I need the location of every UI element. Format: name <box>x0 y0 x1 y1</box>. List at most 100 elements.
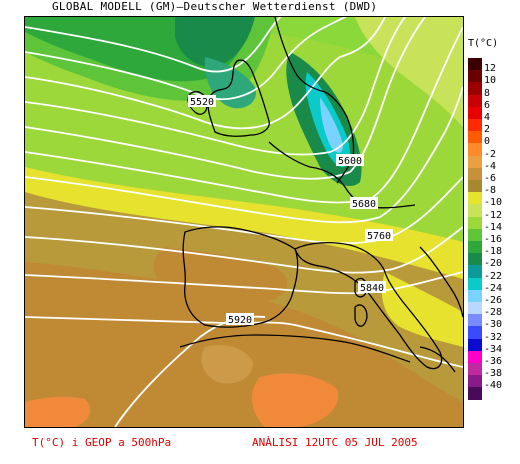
legend-swatch <box>468 314 482 327</box>
band-minus-6-morocco <box>201 345 253 384</box>
legend-tick-label: -34 <box>484 343 503 355</box>
legend-tick-label: 8 <box>484 87 491 99</box>
legend-swatch <box>468 119 482 132</box>
legend-tick-label: -32 <box>484 331 503 343</box>
legend-tick-label: -12 <box>484 209 503 221</box>
contour-label-box <box>358 281 386 293</box>
contour-line <box>25 316 463 368</box>
temperature-map: 5520 5600 5680 5760 5840 5920 <box>25 17 463 427</box>
legend-swatch <box>468 94 482 108</box>
denmark-coast <box>324 91 355 184</box>
map-frame: 5520 5600 5680 5760 5840 5920 <box>24 16 464 428</box>
legend-swatch <box>468 216 482 230</box>
legend-swatch <box>468 375 482 388</box>
contour-label-box <box>336 154 364 166</box>
contour-label-5920: 5920 <box>228 315 252 326</box>
legend-swatch <box>468 363 482 376</box>
legend-swatch <box>468 204 482 218</box>
contour-line <box>25 226 463 274</box>
france-italy-coast <box>294 242 443 370</box>
contour-line <box>25 271 463 295</box>
legend-tick-label: 6 <box>484 99 491 111</box>
legend-tick-label: -6 <box>484 173 497 184</box>
legend-tick-label: 4 <box>484 112 491 123</box>
color-legend <box>468 58 482 401</box>
warm-tongue-italy <box>381 272 463 347</box>
legend-tick-label: -16 <box>484 234 503 245</box>
legend-tick-label: -2 <box>484 148 497 160</box>
footer-analysis-time: ANÀLISI 12UTC 05 JUL 2005 <box>252 436 418 449</box>
norway-coast <box>274 17 326 93</box>
legend-swatch <box>468 302 482 315</box>
contour-labels: 5520 5600 5680 5760 5840 5920 <box>188 95 393 326</box>
legend-tick-label: -8 <box>484 185 497 197</box>
legend-swatch <box>468 387 482 401</box>
legend-swatch <box>468 143 482 157</box>
legend-swatch <box>468 58 482 71</box>
great-britain-coast <box>207 59 270 137</box>
band-minus-4-west <box>25 396 91 427</box>
band-minus-6 <box>25 262 463 427</box>
legend-swatch <box>468 131 482 144</box>
band-minus-12-north <box>25 17 463 87</box>
contour-label-5520: 5520 <box>190 97 214 108</box>
legend-swatch <box>468 192 482 205</box>
coastlines <box>179 17 463 373</box>
legend-tick-label: 2 <box>484 124 491 136</box>
legend-tick-label: -10 <box>484 197 503 209</box>
sardinia-coast <box>354 304 368 327</box>
contour-label-box <box>350 197 378 209</box>
legend-tick-label: -14 <box>484 221 503 233</box>
contour-label-5840: 5840 <box>360 283 384 294</box>
legend-swatch <box>468 338 482 352</box>
contour-label-5600: 5600 <box>338 156 362 167</box>
legend-tick-label: -30 <box>484 319 503 331</box>
legend-swatch <box>468 106 482 120</box>
legend-tick-label: -28 <box>484 307 503 319</box>
band-minus-20-west <box>175 17 255 67</box>
legend-swatch <box>468 289 482 303</box>
north-africa-coast <box>179 334 411 363</box>
legend-swatch <box>468 228 482 242</box>
contour-label-box <box>365 229 393 241</box>
band-minus-24 <box>320 97 343 153</box>
legend-swatch <box>468 70 482 83</box>
contour-label-5760: 5760 <box>367 231 391 242</box>
legend-swatch <box>468 167 482 181</box>
map-title: GLOBAL MODELL (GM)—Deutscher Wetterdiens… <box>52 0 378 13</box>
contour-line <box>25 176 463 245</box>
legend-swatch <box>468 265 482 279</box>
iberia-coast <box>182 226 299 328</box>
legend-tick-label: 12 <box>484 63 497 75</box>
contour-line <box>25 17 406 156</box>
legend-tick-label: 0 <box>484 136 491 148</box>
contour-label-box <box>188 95 216 107</box>
legend-swatch <box>468 155 482 169</box>
legend-tick-label: -4 <box>484 160 497 172</box>
legend-swatch <box>468 253 482 266</box>
legend-tick-label: -36 <box>484 356 503 367</box>
contour-label-5680: 5680 <box>352 199 376 210</box>
legend-title: T(°C) <box>468 38 499 49</box>
legend-swatch <box>468 241 482 254</box>
legend-swatch <box>468 82 482 96</box>
adriatic-coast <box>419 246 463 318</box>
north-france-coast <box>268 141 416 209</box>
band-minus-4-algeria <box>251 373 339 427</box>
band-minus-12-east <box>355 17 463 127</box>
legend-swatch <box>468 277 482 291</box>
legend-tick-label: -38 <box>484 368 503 380</box>
legend-tick-label: -40 <box>484 380 503 392</box>
legend-tick-label: -22 <box>484 270 503 282</box>
legend-tick-label: -18 <box>484 246 503 258</box>
legend-tick-label: -20 <box>484 258 503 270</box>
footer-variable-label: T(°C) i GEOP a 500hPa <box>32 436 172 449</box>
legend-tick-label: -24 <box>484 282 503 294</box>
contour-label-box <box>226 313 254 325</box>
contour-line <box>25 86 463 224</box>
legend-swatch <box>468 350 482 364</box>
contour-line <box>25 17 386 130</box>
legend-tick-label: -26 <box>484 295 503 306</box>
legend-tick-label: 10 <box>484 75 497 87</box>
contour-line <box>25 17 282 73</box>
